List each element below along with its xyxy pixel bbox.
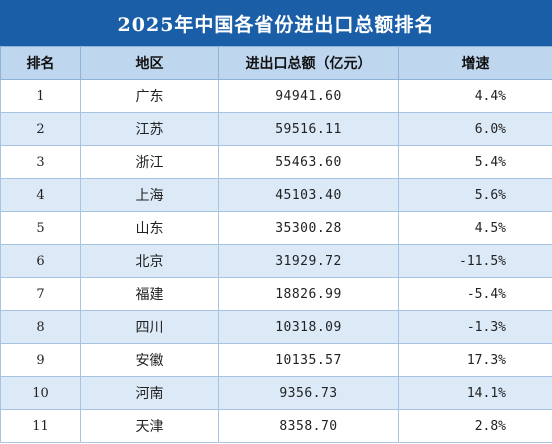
table-row: 1 广东 94941.60 4.4% <box>0 79 552 113</box>
rank-cell: 1 <box>0 79 81 113</box>
rank-cell: 7 <box>0 277 81 311</box>
rank-cell: 6 <box>0 244 81 278</box>
growth-cell: 6.0% <box>398 112 552 146</box>
region-cell: 广东 <box>80 79 219 113</box>
header-rank: 排名 <box>0 46 81 80</box>
table-body: 1 广东 94941.60 4.4% 2 江苏 59516.11 6.0% 3 浙江 55463.6… <box>0 79 552 443</box>
table-row: 6 北京 31929.72 -11.5% <box>0 244 552 278</box>
table-row: 4 上海 45103.40 5.6% <box>0 178 552 212</box>
region-cell: 四川 <box>80 310 219 344</box>
table-header-row: 排名 地区 进出口总额（亿元） 增速 <box>0 46 552 80</box>
rank-cell: 9 <box>0 343 81 377</box>
rank-cell: 2 <box>0 112 81 146</box>
header-region: 地区 <box>80 46 219 80</box>
rank-cell: 10 <box>0 376 81 410</box>
total-cell: 55463.60 <box>218 145 399 179</box>
growth-cell: 5.6% <box>398 178 552 212</box>
table-title: 2025年中国各省份进出口总额排名 <box>0 0 552 46</box>
growth-cell: -1.3% <box>398 310 552 344</box>
header-total: 进出口总额（亿元） <box>218 46 399 80</box>
rank-cell: 8 <box>0 310 81 344</box>
table-row: 3 浙江 55463.60 5.4% <box>0 145 552 179</box>
ranking-table: 排名 地区 进出口总额（亿元） 增速 1 广东 94941.60 4.4% 2 江苏 595… <box>0 46 552 443</box>
region-cell: 江苏 <box>80 112 219 146</box>
total-cell: 59516.11 <box>218 112 399 146</box>
table-row: 8 四川 10318.09 -1.3% <box>0 310 552 344</box>
growth-cell: 2.8% <box>398 409 552 443</box>
total-cell: 8358.70 <box>218 409 399 443</box>
rank-cell: 11 <box>0 409 81 443</box>
total-cell: 94941.60 <box>218 79 399 113</box>
header-growth: 增速 <box>398 46 552 80</box>
region-cell: 浙江 <box>80 145 219 179</box>
growth-cell: -5.4% <box>398 277 552 311</box>
rank-cell: 5 <box>0 211 81 245</box>
table-row: 7 福建 18826.99 -5.4% <box>0 277 552 311</box>
growth-cell: 5.4% <box>398 145 552 179</box>
total-cell: 10135.57 <box>218 343 399 377</box>
growth-cell: 4.5% <box>398 211 552 245</box>
table-row: 2 江苏 59516.11 6.0% <box>0 112 552 146</box>
total-cell: 10318.09 <box>218 310 399 344</box>
region-cell: 安徽 <box>80 343 219 377</box>
total-cell: 31929.72 <box>218 244 399 278</box>
region-cell: 北京 <box>80 244 219 278</box>
total-cell: 9356.73 <box>218 376 399 410</box>
growth-cell: 17.3% <box>398 343 552 377</box>
growth-cell: -11.5% <box>398 244 552 278</box>
region-cell: 天津 <box>80 409 219 443</box>
growth-cell: 14.1% <box>398 376 552 410</box>
table-row: 5 山东 35300.28 4.5% <box>0 211 552 245</box>
growth-cell: 4.4% <box>398 79 552 113</box>
region-cell: 福建 <box>80 277 219 311</box>
total-cell: 35300.28 <box>218 211 399 245</box>
table-row: 9 安徽 10135.57 17.3% <box>0 343 552 377</box>
region-cell: 河南 <box>80 376 219 410</box>
region-cell: 山东 <box>80 211 219 245</box>
total-cell: 18826.99 <box>218 277 399 311</box>
rank-cell: 4 <box>0 178 81 212</box>
region-cell: 上海 <box>80 178 219 212</box>
table-row: 10 河南 9356.73 14.1% <box>0 376 552 410</box>
table-row: 11 天津 8358.70 2.8% <box>0 409 552 443</box>
rank-cell: 3 <box>0 145 81 179</box>
total-cell: 45103.40 <box>218 178 399 212</box>
